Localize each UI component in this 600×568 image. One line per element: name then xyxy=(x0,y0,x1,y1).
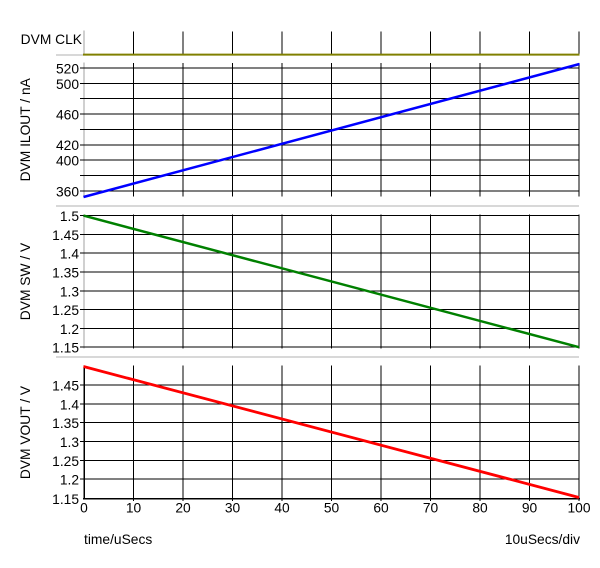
svg-text:1.35: 1.35 xyxy=(52,416,79,431)
svg-text:1.4: 1.4 xyxy=(60,247,80,262)
svg-text:460: 460 xyxy=(56,108,79,123)
svg-text:1.45: 1.45 xyxy=(52,379,79,394)
svg-text:1.2: 1.2 xyxy=(60,473,79,488)
svg-text:1.2: 1.2 xyxy=(60,322,79,337)
svg-text:60: 60 xyxy=(373,501,389,516)
svg-text:1.35: 1.35 xyxy=(52,266,79,281)
svg-text:520: 520 xyxy=(56,62,79,77)
svg-text:0: 0 xyxy=(80,501,88,516)
svg-text:400: 400 xyxy=(56,154,79,169)
svg-text:40: 40 xyxy=(274,501,290,516)
svg-text:1.5: 1.5 xyxy=(60,209,80,224)
svg-text:360: 360 xyxy=(56,184,79,199)
svg-text:1.15: 1.15 xyxy=(52,492,79,507)
svg-text:20: 20 xyxy=(175,501,191,516)
svg-text:70: 70 xyxy=(423,501,439,516)
svg-text:10: 10 xyxy=(126,501,142,516)
svg-text:1.3: 1.3 xyxy=(60,435,80,450)
svg-text:1.25: 1.25 xyxy=(52,454,79,469)
svg-text:1.4: 1.4 xyxy=(60,397,80,412)
svg-text:80: 80 xyxy=(472,501,488,516)
svg-text:10uSecs/div: 10uSecs/div xyxy=(505,532,580,547)
svg-text:90: 90 xyxy=(522,501,538,516)
svg-text:50: 50 xyxy=(324,501,340,516)
svg-text:420: 420 xyxy=(56,138,79,153)
svg-text:100: 100 xyxy=(567,501,590,516)
svg-text:30: 30 xyxy=(225,501,241,516)
svg-text:1.15: 1.15 xyxy=(52,341,79,356)
svg-text:1.3: 1.3 xyxy=(60,284,80,299)
svg-text:DVM SW / V: DVM SW / V xyxy=(18,242,33,320)
svg-text:DVM ILOUT / nA: DVM ILOUT / nA xyxy=(18,77,33,181)
svg-text:DVM VOUT / V: DVM VOUT / V xyxy=(18,385,33,479)
svg-text:500: 500 xyxy=(56,77,79,92)
svg-text:1.45: 1.45 xyxy=(52,228,79,243)
svg-text:DVM CLK: DVM CLK xyxy=(21,32,83,47)
svg-text:1.25: 1.25 xyxy=(52,303,79,318)
svg-text:time/uSecs: time/uSecs xyxy=(84,532,152,547)
